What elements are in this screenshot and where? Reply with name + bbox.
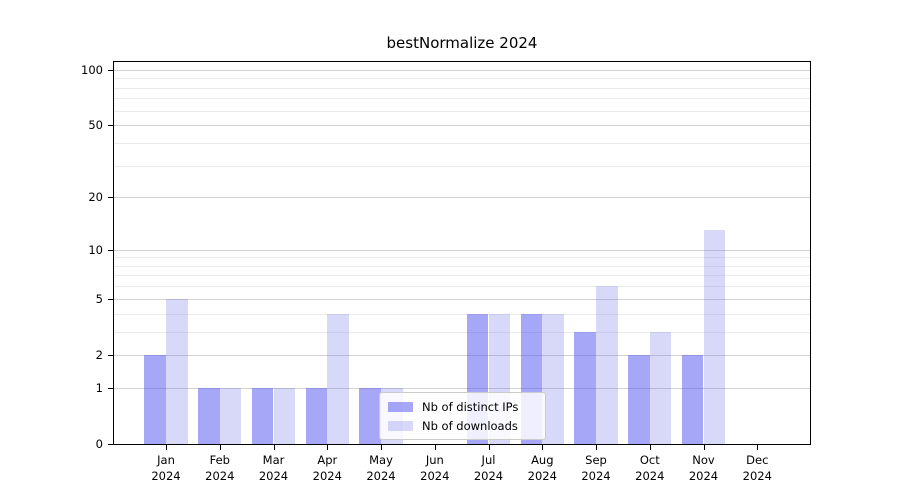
x-tick-label-nov: Nov 2024: [688, 453, 719, 483]
y-tick-label: 5: [95, 291, 103, 306]
bar-oct-distinct-ips: [628, 354, 650, 444]
major-gridline: [114, 125, 810, 127]
legend-label-distinct-ips: Nb of distinct IPs: [422, 400, 519, 414]
bar-apr-distinct-ips: [305, 387, 328, 444]
minor-gridline: [114, 78, 810, 80]
x-axis-tick: [649, 445, 651, 450]
x-axis-tick: [488, 445, 490, 450]
x-axis-tick: [596, 445, 597, 450]
y-axis-tick: [108, 125, 113, 127]
minor-gridline: [114, 142, 810, 144]
x-axis-tick: [434, 445, 436, 450]
y-axis-tick: [108, 197, 113, 199]
minor-gridline: [114, 265, 810, 267]
minor-gridline: [114, 257, 810, 259]
x-tick-label-sep: Sep 2024: [581, 453, 611, 483]
legend-label-downloads: Nb of downloads: [422, 419, 518, 433]
minor-gridline: [114, 165, 810, 167]
y-tick-label: 0: [95, 437, 103, 451]
x-axis-tick: [219, 445, 221, 450]
x-tick-label-jan: Jan 2024: [151, 453, 181, 483]
x-tick-label-mar: Mar 2024: [258, 453, 289, 483]
x-axis-tick: [757, 445, 759, 450]
bar-aug-downloads: [542, 313, 564, 444]
y-axis-tick: [108, 354, 113, 356]
minor-gridline: [114, 87, 810, 89]
x-tick-label-aug: Aug 2024: [527, 453, 557, 483]
legend-swatch-distinct-ips: [388, 402, 413, 412]
legend: Nb of distinct IPs Nb of downloads: [379, 392, 546, 440]
bar-mar-distinct-ips: [251, 387, 274, 444]
plot-area: [113, 61, 811, 445]
x-axis-tick: [542, 445, 544, 450]
x-axis-tick: [381, 445, 382, 450]
x-tick-label-jun: Jun 2024: [420, 453, 450, 483]
major-gridline: [114, 69, 810, 71]
y-tick-label: 100: [81, 62, 103, 77]
bar-feb-downloads: [219, 387, 242, 444]
major-gridline: [114, 298, 810, 300]
legend-item-downloads: Nb of downloads: [388, 418, 536, 434]
x-axis-tick: [327, 445, 329, 450]
x-axis-tick: [166, 445, 167, 450]
y-axis-tick: [108, 298, 113, 300]
x-tick-label-dec: Dec 2024: [742, 453, 772, 483]
bar-feb-distinct-ips: [198, 387, 220, 444]
bar-nov-distinct-ips: [681, 354, 704, 444]
y-axis-tick: [108, 444, 113, 445]
major-gridline: [114, 387, 810, 389]
bar-may-distinct-ips: [359, 387, 381, 444]
legend-item-distinct-ips: Nb of distinct IPs: [388, 399, 536, 415]
chart-title: bestNormalize 2024: [386, 34, 538, 52]
bar-sep-downloads: [596, 286, 618, 444]
y-axis-tick: [108, 69, 113, 71]
major-gridline: [114, 249, 810, 251]
minor-gridline: [114, 110, 810, 112]
major-gridline: [114, 197, 810, 199]
bar-oct-downloads: [649, 331, 672, 444]
y-tick-label: 2: [95, 347, 103, 362]
major-gridline: [114, 354, 810, 356]
bar-mar-downloads: [273, 387, 296, 444]
x-axis-tick: [703, 445, 705, 450]
bar-nov-downloads: [703, 229, 726, 444]
x-tick-label-may: May 2024: [366, 453, 396, 483]
y-tick-label: 1: [95, 380, 103, 395]
y-tick-label: 10: [88, 242, 103, 257]
x-tick-label-jul: Jul 2024: [473, 453, 504, 483]
minor-gridline: [114, 275, 810, 277]
y-tick-label: 50: [88, 118, 103, 133]
x-tick-label-feb: Feb 2024: [205, 453, 235, 483]
x-axis-tick: [273, 445, 275, 450]
minor-gridline: [114, 286, 810, 288]
x-tick-label-oct: Oct 2024: [635, 453, 665, 483]
bar-apr-downloads: [327, 313, 349, 444]
bar-jan-downloads: [166, 298, 188, 444]
y-axis-tick: [108, 249, 113, 251]
bar-jan-distinct-ips: [144, 354, 166, 444]
y-tick-label: 20: [88, 190, 103, 205]
minor-gridline: [114, 331, 810, 333]
legend-swatch-downloads: [388, 421, 413, 431]
y-axis-tick: [108, 387, 113, 389]
bar-sep-distinct-ips: [574, 331, 596, 444]
minor-gridline: [114, 98, 810, 100]
minor-gridline: [114, 313, 810, 315]
x-tick-label-apr: Apr 2024: [312, 453, 342, 483]
